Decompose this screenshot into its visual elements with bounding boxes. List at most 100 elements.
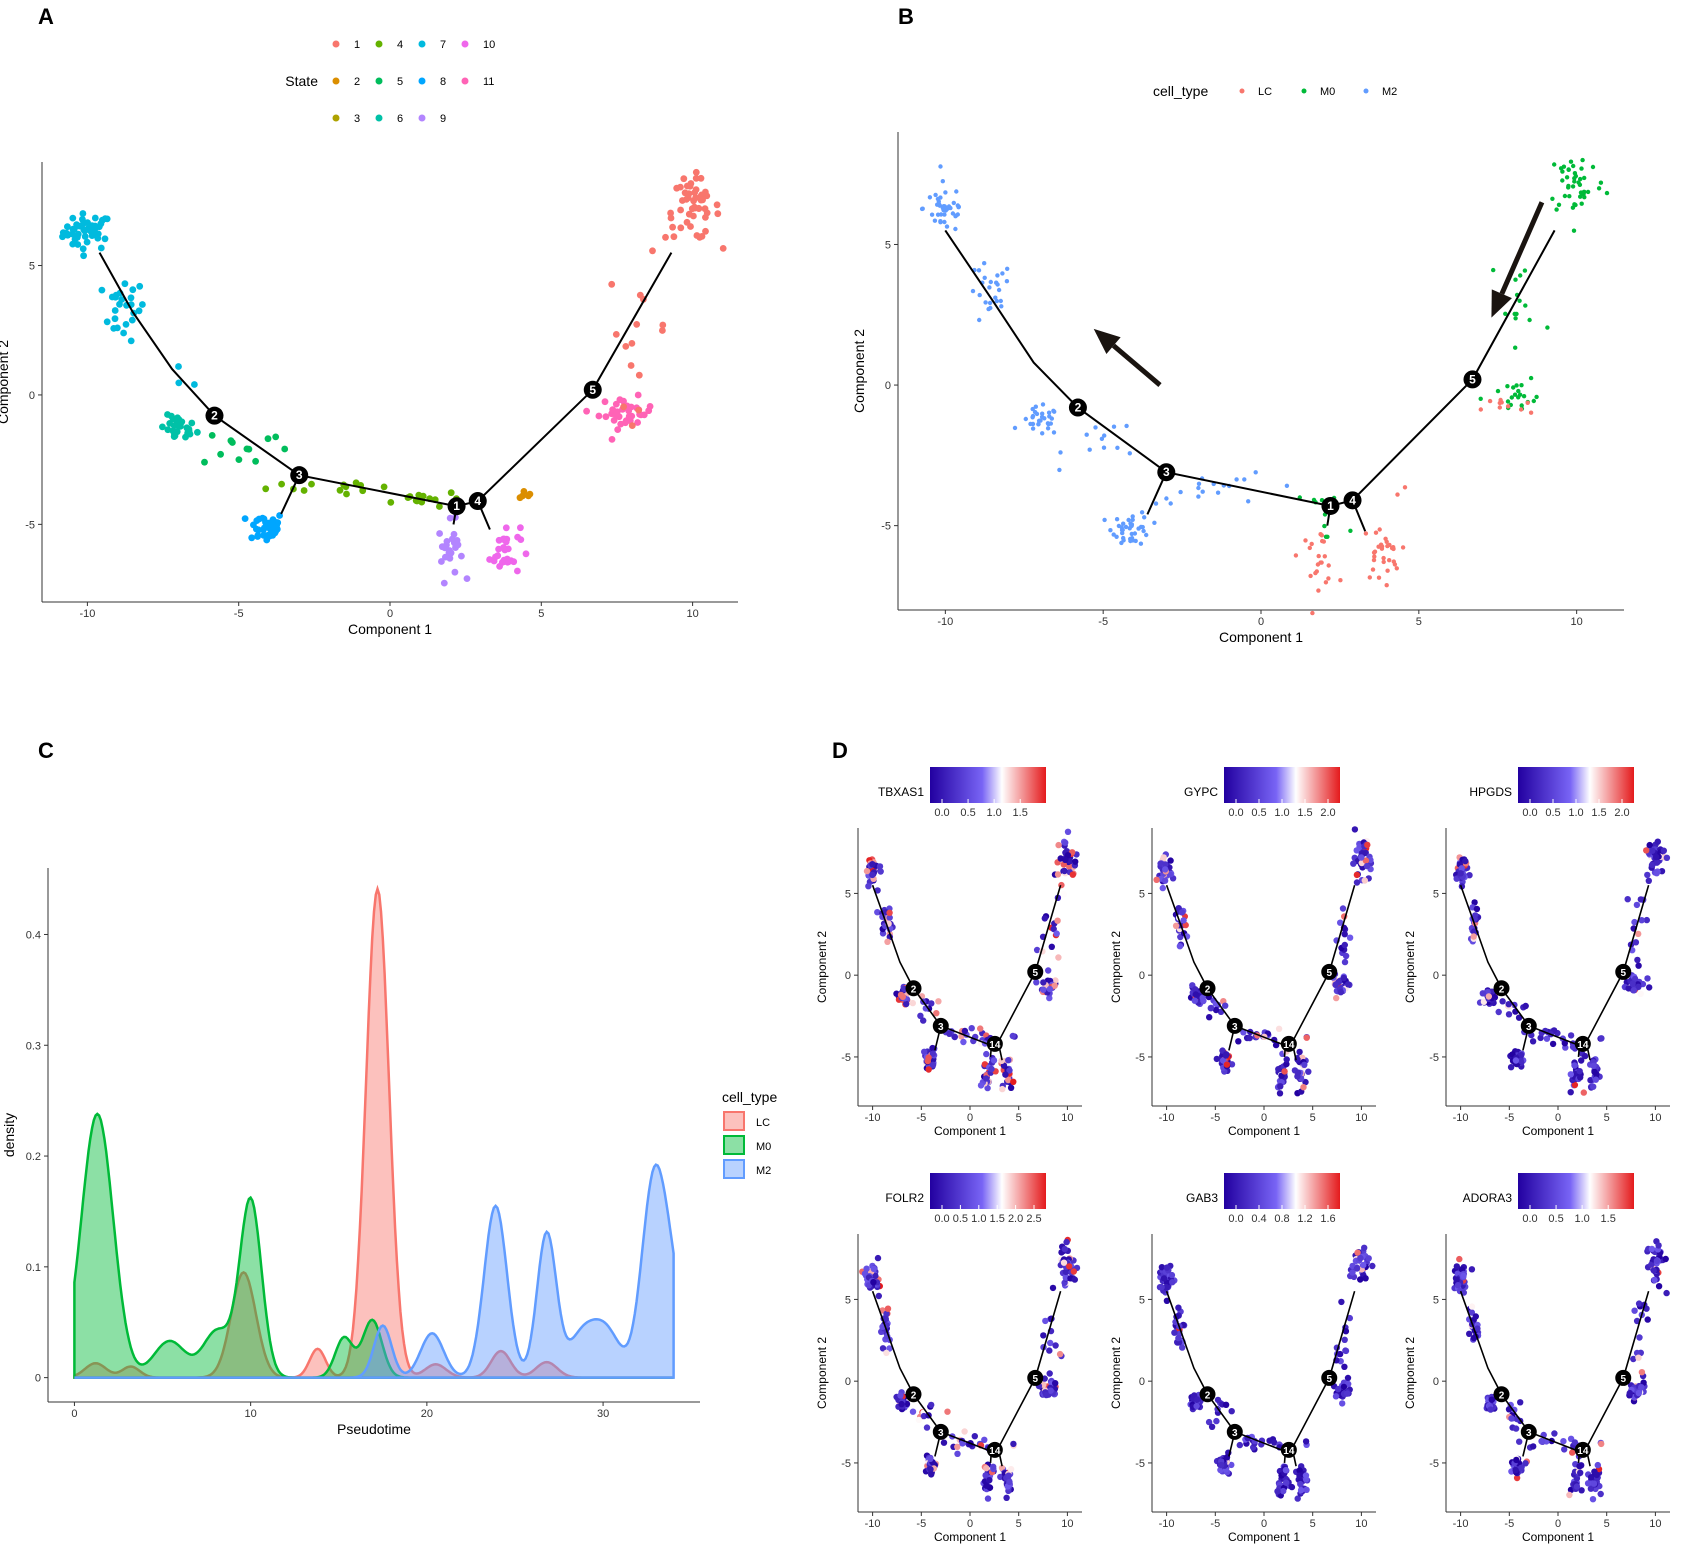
panel-b-cell-point xyxy=(1560,169,1565,174)
panel-a-cell-point xyxy=(111,315,119,323)
panel-b-y-tick-label: 5 xyxy=(885,239,891,251)
panel-d-cell-point xyxy=(1050,925,1057,933)
panel-d-cell-point xyxy=(984,1084,991,1092)
panel-a-cell-point xyxy=(502,524,510,532)
panel-d-colorbar-tick-label: 0.0 xyxy=(1228,1213,1243,1225)
panel-d-cell-point xyxy=(1560,1438,1567,1445)
panel-c-density: 0 10 20 30 0 0.1 0.2 0.3 0.4 Pseudotime density cel… xyxy=(1,868,777,1437)
panel-d-cell-point xyxy=(1333,994,1340,1002)
panel-d-colorbar xyxy=(1224,1173,1340,1209)
panel-a-cell-point xyxy=(683,218,691,226)
panel-a-legend-label: 6 xyxy=(397,113,403,125)
panel-d-cell-point xyxy=(909,999,916,1007)
panel-d-cell-point xyxy=(977,1082,985,1089)
panel-d-branch-node xyxy=(1280,1035,1297,1052)
panel-d-cell-point xyxy=(960,1038,967,1046)
panel-b-cell-point xyxy=(1047,414,1052,419)
panel-a-legend-swatch xyxy=(461,77,469,85)
panel-a-cell-point xyxy=(387,499,395,506)
panel-b-cell-point xyxy=(1326,563,1331,568)
panel-d-cell-point xyxy=(1458,865,1465,872)
panel-c-x-axis-title: Pseudotime xyxy=(337,1421,411,1437)
panel-d-cell-point xyxy=(897,991,905,999)
panel-a-cell-point xyxy=(453,537,461,544)
panel-b-cell-point xyxy=(1164,496,1169,501)
panel-d-branch-node xyxy=(1199,980,1216,997)
panel-a-cell-point xyxy=(608,280,616,288)
panel-d-cell-point xyxy=(1046,985,1054,993)
panel-d-branch-node-label: 5 xyxy=(1326,968,1332,979)
panel-a-cell-point xyxy=(622,419,629,427)
panel-d-x-tick-label: -5 xyxy=(1210,1518,1220,1530)
panel-d-cell-point xyxy=(1578,1057,1585,1064)
panel-d-cell-point xyxy=(1277,1083,1284,1090)
panel-a-cell-point xyxy=(522,550,530,558)
panel-a-cell-point xyxy=(98,286,106,294)
panel-a-x-tick-label: 5 xyxy=(538,608,544,620)
panel-d-gene-name: GYPC xyxy=(1184,785,1218,799)
panel-a-cell-point xyxy=(620,403,627,411)
panel-d-cell-point xyxy=(1218,1461,1225,1469)
panel-d-cell-point xyxy=(876,863,884,870)
panel-d-cell-point xyxy=(1009,1032,1016,1040)
panel-a-branch-node-label: 5 xyxy=(589,383,596,397)
panel-d-cell-point xyxy=(1513,1474,1521,1482)
panel-d-cell-point xyxy=(1163,1283,1170,1291)
panel-d-cell-point xyxy=(1222,1002,1229,1009)
panel-b-cell-point xyxy=(977,292,982,298)
panel-b-cell-point xyxy=(1525,400,1530,405)
panel-a-cell-point xyxy=(175,416,183,423)
panel-d-branch-node-label: 5 xyxy=(1032,968,1038,979)
panel-b-cell-point xyxy=(1215,490,1221,495)
panel-d-cell-point xyxy=(1466,872,1473,879)
panel-b-cell-point xyxy=(1057,467,1062,473)
panel-d-cell-point xyxy=(1353,1265,1361,1272)
panel-b-cell-point xyxy=(1512,392,1518,397)
panel-d-y-tick-label: -5 xyxy=(1429,1052,1439,1064)
panel-d-cell-point xyxy=(1228,1461,1235,1469)
panel-b-cell-point xyxy=(1505,404,1511,409)
panel-d-cell-point xyxy=(1302,1438,1310,1445)
panel-d-branch-node-label: 2 xyxy=(1499,1390,1505,1401)
panel-b-cell-point xyxy=(1152,520,1157,525)
panel-a-cell-point xyxy=(719,245,727,252)
panel-d-cell-point xyxy=(1460,1272,1467,1280)
panel-d-cell-point xyxy=(1305,1068,1312,1075)
panel-d-cell-point xyxy=(865,883,872,890)
panel-a-cell-point xyxy=(516,494,524,502)
panel-a-cell-point xyxy=(697,174,705,182)
panel-d-cell-point xyxy=(1362,857,1370,864)
panel-c-y-tick-label: 0.3 xyxy=(26,1040,41,1052)
panel-d-cell-point xyxy=(1581,1052,1589,1060)
panel-a-cell-point xyxy=(139,301,146,308)
panel-d-cell-point xyxy=(1213,1417,1220,1425)
panel-a-cell-point xyxy=(608,436,616,443)
panel-a-cell-point xyxy=(159,423,166,431)
panel-b-branch-node-label: 1 xyxy=(1327,499,1334,513)
panel-d-branch-node-label: 5 xyxy=(1032,1374,1038,1385)
panel-a-cell-point xyxy=(443,538,451,545)
panel-d-cell-point xyxy=(1598,1440,1605,1448)
panel-d-branch-node-label: 3 xyxy=(938,1022,944,1033)
panel-b-cell-point xyxy=(953,213,959,218)
panel-d-cell-point xyxy=(1454,1282,1462,1289)
panel-b-cell-point xyxy=(1033,404,1039,409)
panel-d-cell-point xyxy=(1163,1264,1171,1271)
panel-d-cell-point xyxy=(1340,974,1348,982)
panel-d-y-tick-label: 5 xyxy=(1433,888,1439,900)
panel-b-cell-point xyxy=(1045,426,1051,431)
panel-b-cell-point xyxy=(1321,539,1327,544)
panel-b-cell-point xyxy=(993,295,998,300)
panel-a-cell-point xyxy=(677,224,685,232)
panel-d-branch-node-label: 5 xyxy=(1326,1374,1332,1385)
panel-d-cell-point xyxy=(1597,1490,1604,1498)
panel-b-cell-point xyxy=(1039,414,1045,420)
panel-b-legend-swatch xyxy=(1301,88,1307,94)
panel-d-colorbar-tick-label: 0.8 xyxy=(1274,1213,1289,1225)
panel-a-cell-point xyxy=(175,363,182,370)
panel-d-x-axis-title: Component 1 xyxy=(1522,1124,1594,1138)
panel-b-cell-point xyxy=(1568,159,1574,164)
panel-d-cell-point xyxy=(1653,853,1660,861)
panel-b-cell-point xyxy=(1582,175,1587,181)
panel-d-cell-point xyxy=(1041,915,1049,922)
